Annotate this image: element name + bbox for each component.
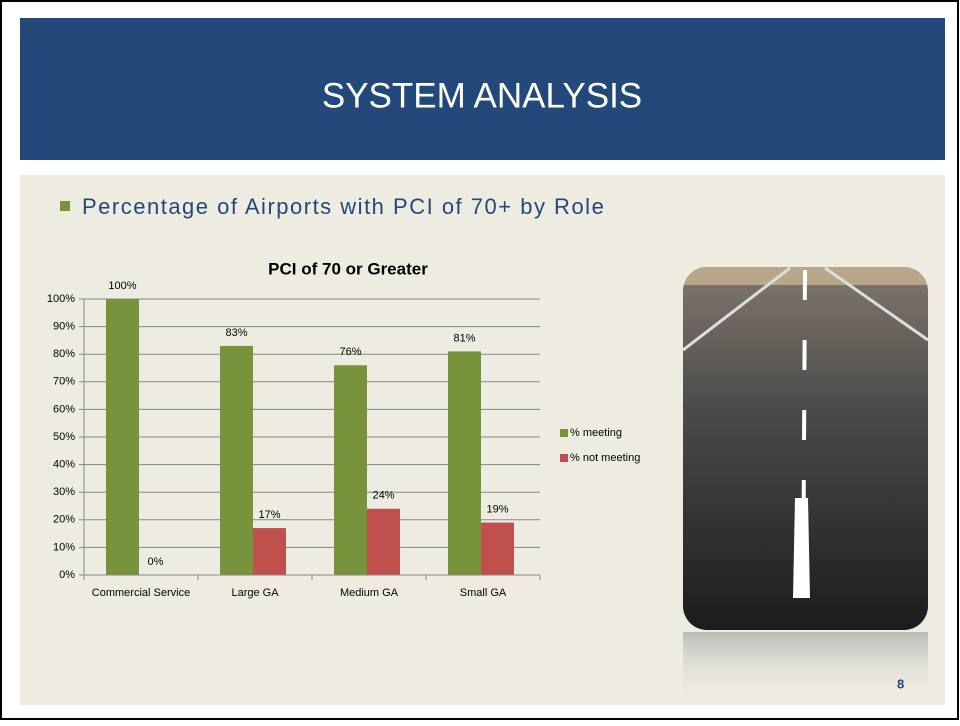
bullet-text: Percentage of Airports with PCI of 70+ b… <box>82 194 605 219</box>
runway-image <box>683 267 928 630</box>
bar <box>481 523 514 575</box>
page-number: 8 <box>897 676 904 691</box>
x-tick-label: Medium GA <box>340 587 399 599</box>
y-tick-label: 20% <box>53 514 75 526</box>
value-label: 76% <box>339 346 361 358</box>
value-label: 17% <box>258 509 280 521</box>
x-tick-label: Commercial Service <box>92 587 190 599</box>
value-label: 0% <box>148 556 164 568</box>
y-tick-label: 10% <box>53 541 75 553</box>
legend-label: % meeting <box>570 427 622 439</box>
image-reflection <box>683 632 928 702</box>
bar <box>106 299 139 575</box>
y-tick-label: 80% <box>53 348 75 360</box>
slide: SYSTEM ANALYSIS Percentage of Airports w… <box>0 0 960 721</box>
value-label: 83% <box>225 327 247 339</box>
x-tick-label: Small GA <box>460 587 507 599</box>
y-tick-label: 0% <box>59 569 75 581</box>
y-tick-label: 40% <box>53 459 75 471</box>
bar <box>220 346 253 575</box>
y-tick-label: 50% <box>53 431 75 443</box>
value-label: 100% <box>108 280 136 292</box>
value-label: 19% <box>486 503 508 515</box>
bar <box>253 528 286 575</box>
legend-swatch <box>560 429 568 437</box>
value-label: 24% <box>372 490 394 502</box>
y-tick-label: 100% <box>47 293 75 305</box>
x-tick-label: Large GA <box>231 587 279 599</box>
bar <box>448 351 481 575</box>
legend-swatch <box>560 454 568 462</box>
value-label: 81% <box>453 332 475 344</box>
y-tick-label: 30% <box>53 486 75 498</box>
chart-title: PCI of 70 or Greater <box>268 259 428 278</box>
y-tick-label: 60% <box>53 403 75 415</box>
y-tick-label: 90% <box>53 321 75 333</box>
legend-label: % not meeting <box>570 452 640 464</box>
bar <box>334 365 367 575</box>
slide-title: SYSTEM ANALYSIS <box>322 76 642 115</box>
y-tick-label: 70% <box>53 376 75 388</box>
bullet-marker <box>60 201 70 211</box>
bar <box>367 509 400 575</box>
